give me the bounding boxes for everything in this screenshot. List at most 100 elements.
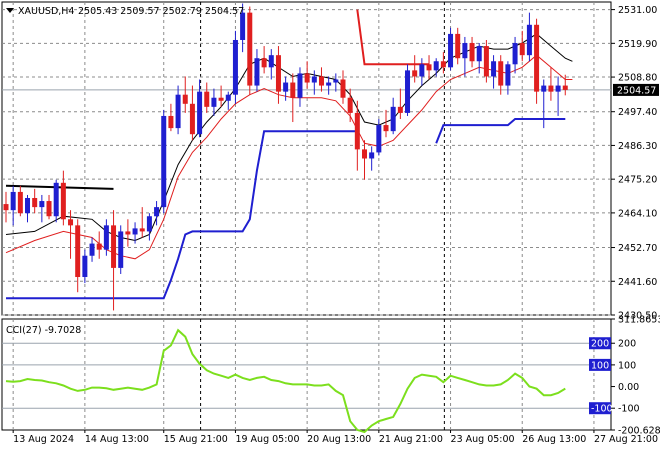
- price-axis-label: 2531.00: [618, 5, 657, 16]
- candle-body: [318, 76, 324, 86]
- time-axis-label: 19 Aug 05:00: [235, 434, 299, 445]
- price-axis-label: 2475.20: [618, 175, 657, 186]
- candle-body: [118, 231, 124, 268]
- candle-body: [433, 61, 439, 71]
- cci-axis-label: 200: [618, 339, 636, 350]
- cci-axis-label: 311.8653: [618, 315, 660, 326]
- chart-title-ohlc: 2505.43 2509.57 2502.79 2504.57: [78, 6, 244, 17]
- candle-body: [10, 191, 16, 211]
- price-axis-label: 2452.70: [618, 243, 657, 254]
- price-axis-label: 2464.10: [618, 208, 657, 219]
- candle-body: [275, 55, 281, 92]
- candle-body: [261, 58, 267, 68]
- candle-body: [440, 61, 446, 68]
- cci-axis: 311.8653 200 100 0.00 -100 -200.6281: [611, 315, 660, 437]
- candle-body: [111, 225, 117, 268]
- candle-body: [211, 97, 217, 107]
- candle-body: [168, 115, 174, 129]
- candle-body: [290, 82, 296, 98]
- candle-body: [369, 152, 375, 159]
- current-price-label: 2504.57: [617, 85, 656, 96]
- symbol-dropdown-icon[interactable]: [6, 8, 14, 13]
- price-axis-label: 2486.30: [618, 141, 657, 152]
- cci-axis-label: 100: [618, 360, 636, 371]
- candle-body: [232, 39, 238, 95]
- candle-body: [25, 198, 31, 214]
- overlay-line: [6, 130, 358, 300]
- candle-body: [96, 243, 102, 250]
- cci-level-badge-label: 100: [591, 360, 609, 371]
- candle-body: [297, 73, 303, 98]
- current-price-box: [613, 83, 659, 96]
- price-pane: 2430.50 2441.60 2452.70 2464.10 2475.20 2486.…: [1, 1, 659, 322]
- candle-body: [225, 94, 231, 101]
- candle-body: [132, 228, 138, 235]
- candle-body: [505, 64, 511, 86]
- cci-pane: 200 100 -100 311.8653 200 100 0.00 -100 -200.62…: [1, 315, 660, 437]
- time-axis-label: 14 Aug 13:00: [85, 434, 149, 445]
- candle-body: [53, 182, 59, 217]
- price-axis-label: 2430.50: [618, 311, 657, 322]
- candle-body: [397, 106, 403, 113]
- candle-body: [526, 24, 532, 56]
- candle-body: [426, 64, 432, 71]
- candle-body: [82, 255, 88, 278]
- candle-body: [311, 76, 317, 83]
- candle-body: [304, 73, 310, 83]
- candle-body: [534, 24, 540, 92]
- candle-body: [483, 46, 489, 77]
- candle-body: [3, 204, 9, 211]
- time-axis: 13 Aug 2024 14 Aug 13:00 15 Aug 21:00 19 Au…: [12, 430, 658, 445]
- price-axis-label: 2441.60: [618, 277, 657, 288]
- cci-level-badge-label: 200: [591, 339, 609, 350]
- candle-body: [32, 198, 38, 208]
- candle-body: [125, 231, 131, 235]
- cci-pane-frame: [1, 318, 612, 431]
- cci-level-badge: [589, 358, 611, 371]
- candles: [3, 3, 568, 311]
- candle-body: [340, 79, 346, 98]
- candle-body: [354, 112, 360, 150]
- candle-body: [283, 82, 289, 92]
- candle-body: [462, 43, 468, 59]
- cci-series-line: [5, 328, 566, 434]
- overlay-line: [435, 118, 566, 144]
- cci-level-badge: [589, 337, 611, 350]
- candle-body: [519, 43, 525, 56]
- cci-level-badge: [589, 402, 611, 415]
- candle-body: [455, 33, 461, 59]
- candle-body: [39, 201, 45, 208]
- cci-axis-label: 0.00: [618, 382, 639, 393]
- candle-body: [46, 201, 52, 217]
- candle-body: [268, 55, 274, 68]
- cci-indicator-label: CCI(27) -9.7028: [6, 325, 81, 336]
- candle-body: [376, 125, 382, 153]
- candle-body: [390, 106, 396, 132]
- cci-grid: 200 100 -100: [2, 319, 613, 430]
- cci-axis-label: -200.6281: [618, 426, 660, 437]
- candle-body: [75, 225, 81, 278]
- candle-body: [498, 61, 504, 86]
- overlay-line: [5, 184, 114, 190]
- time-axis-label: 20 Aug 13:00: [307, 434, 371, 445]
- candle-body: [175, 94, 181, 129]
- candle-body: [412, 70, 418, 77]
- time-axis-label: 23 Aug 05:00: [451, 434, 515, 445]
- candle-body: [333, 79, 339, 83]
- candle-body: [254, 58, 260, 86]
- cci-axis-label: -100: [618, 404, 640, 415]
- candle-body: [383, 125, 389, 132]
- candle-body: [541, 85, 547, 92]
- candle-body: [405, 70, 411, 113]
- candle-body: [17, 191, 23, 214]
- time-axis-label: 13 Aug 2024: [13, 434, 74, 445]
- candle-body: [326, 82, 332, 86]
- candle-body: [491, 61, 497, 77]
- candle-body: [448, 33, 454, 68]
- candle-body: [89, 243, 95, 256]
- candle-body: [512, 43, 518, 65]
- candle-body: [555, 85, 561, 92]
- candle-body: [103, 225, 109, 250]
- candle-body: [562, 85, 568, 90]
